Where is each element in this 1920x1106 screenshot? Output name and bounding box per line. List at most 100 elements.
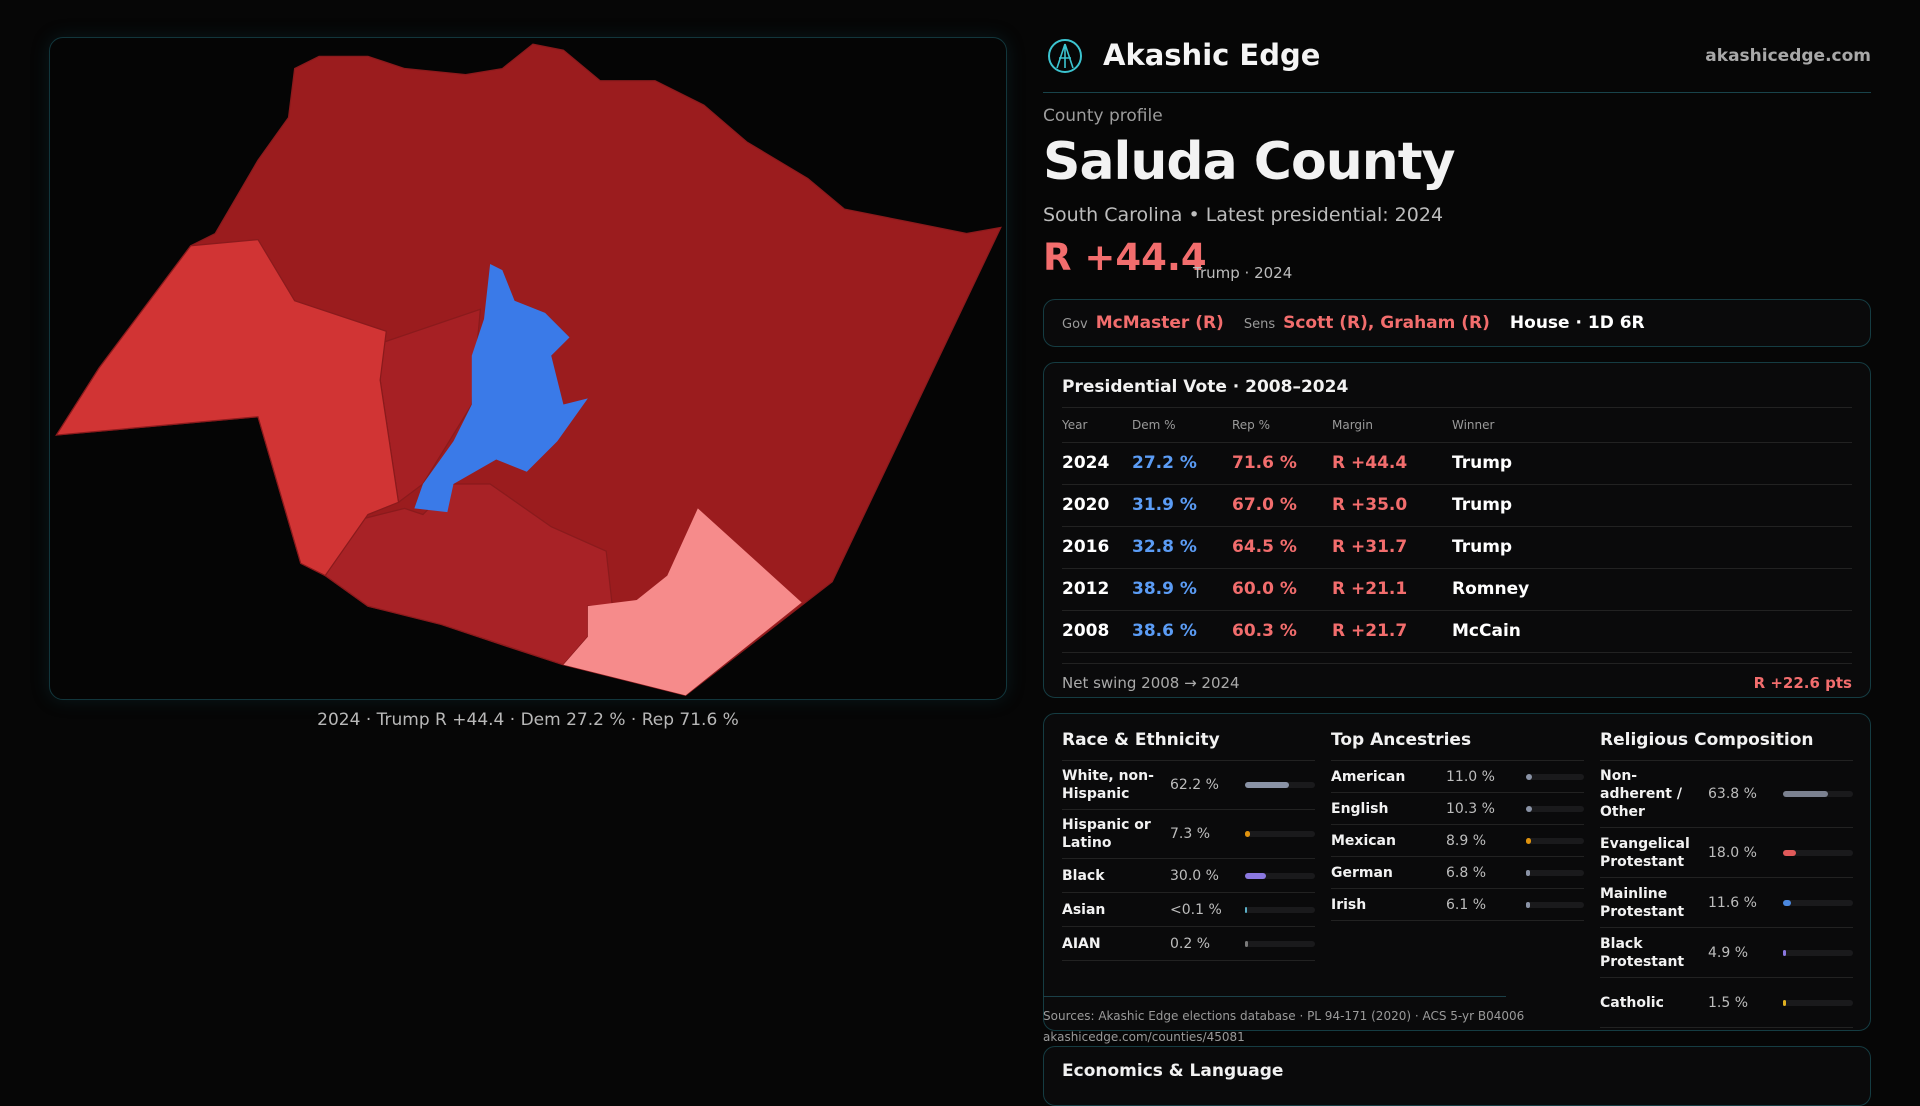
header-divider [1043,92,1871,93]
religion-column: Religious Composition Non-adherent / Othe… [1600,730,1853,1028]
page-subtitle: South Carolina • Latest presidential: 20… [1043,204,1444,226]
share-bar [1245,782,1315,788]
net-swing-label: Net swing 2008 → 2024 [1062,673,1240,692]
item-name: AIAN [1062,935,1101,952]
county-map-svg [55,43,1002,696]
share-bar-fill [1526,901,1530,908]
ancestry-title: Top Ancestries [1331,730,1584,761]
item-value: 8.9 % [1446,832,1487,849]
item-value: 10.3 % [1446,800,1495,817]
list-item: English 10.3 % [1331,793,1584,825]
akashic-logo-icon [1048,39,1082,73]
sources: Sources: Akashic Edge elections database… [1043,1006,1524,1048]
precinct-likely-r[interactable] [55,238,400,577]
share-bar [1245,872,1315,879]
table-cell: Trump [1452,526,1852,569]
item-name: American [1331,768,1406,785]
table-cell: 2016 [1062,526,1132,569]
share-bar-fill [1245,872,1266,879]
net-swing: Net swing 2008 → 2024 R +22.6 pts [1062,662,1852,692]
item-value: 1.5 % [1708,994,1749,1011]
share-bar [1783,899,1853,906]
economics-title: Economics & Language [1062,1061,1284,1081]
share-bar [1526,773,1584,780]
table-cell: 60.3 % [1232,610,1332,653]
item-name: Catholic [1600,994,1664,1011]
gov-label: Gov [1062,317,1088,332]
list-item: German 6.8 % [1331,857,1584,889]
table-cell: 38.9 % [1132,568,1232,611]
item-name: Mexican [1331,832,1396,849]
table-row: 2024 27.2 % 71.6 % R +44.4 Trump [1062,442,1852,485]
share-bar-fill [1526,805,1532,812]
sens-label: Sens [1243,317,1276,332]
share-bar [1783,949,1853,956]
item-value: 30.0 % [1170,867,1219,884]
list-item: Black 30.0 % [1062,859,1315,893]
table-cell: 32.8 % [1132,526,1232,569]
share-bar-fill [1526,869,1530,876]
item-name: White, non-Hispanic [1062,768,1154,802]
table-cell: R +44.4 [1332,442,1452,485]
table-cell: Trump [1452,484,1852,527]
officials-bar: Gov McMaster (R) Sens Scott (R), Graham … [1043,299,1871,347]
house-delegation: House · 1D 6R [1509,313,1645,333]
item-value: 11.0 % [1446,768,1495,785]
list-item: Black Protestant 4.9 % [1600,928,1853,978]
share-bar-fill [1526,837,1532,844]
table-cell: 38.6 % [1132,610,1232,653]
share-bar [1526,901,1584,908]
sources-divider [1043,996,1506,997]
table-cell: R +31.7 [1332,526,1452,569]
page-title: Saluda County [1043,132,1455,192]
list-item: AIAN 0.2 % [1062,927,1315,961]
share-bar-fill [1783,849,1796,856]
list-item: Non-adherent / Other 63.8 % [1600,761,1853,828]
item-value: 6.1 % [1446,896,1487,913]
share-bar-fill [1245,782,1289,788]
table-cell: 2012 [1062,568,1132,611]
item-value: 11.6 % [1708,894,1757,911]
column-header: Margin [1332,408,1452,443]
share-bar-fill [1526,773,1533,780]
ancestry-column: Top Ancestries American 11.0 % English 10.3 … [1331,730,1584,921]
precinct-dem[interactable] [414,264,588,513]
item-name: Evangelical Protestant [1600,835,1690,870]
county-map[interactable] [49,37,1007,700]
table-cell: 31.9 % [1132,484,1232,527]
item-name: Black [1062,867,1105,884]
senators: Scott (R), Graham (R) [1283,313,1490,333]
precinct-light-r[interactable] [563,508,802,696]
list-item: White, non-Hispanic 62.2 % [1062,761,1315,810]
table-cell: R +21.7 [1332,610,1452,653]
table-cell: 27.2 % [1132,442,1232,485]
precinct-lean-r[interactable] [324,483,613,666]
site-domain-link[interactable]: akashicedge.com [1705,46,1871,66]
table-row: 2016 32.8 % 64.5 % R +31.7 Trump [1062,526,1852,569]
table-cell: 71.6 % [1232,442,1332,485]
column-header: Dem % [1132,408,1232,443]
column-header: Winner [1452,408,1852,443]
table-cell: 64.5 % [1232,526,1332,569]
item-name: German [1331,864,1393,881]
share-bar-fill [1783,899,1792,906]
presidential-vote-card: Presidential Vote · 2008–2024 Year Dem % R… [1043,362,1871,698]
list-item: Hispanic or Latino 7.3 % [1062,810,1315,859]
religion-title: Religious Composition [1600,730,1853,761]
list-item: Asian <0.1 % [1062,893,1315,927]
sources-url-link[interactable]: akashicedge.com/counties/45081 [1043,1030,1245,1044]
table-row: 2008 38.6 % 60.3 % R +21.7 McCain [1062,610,1852,653]
share-bar-fill [1783,949,1787,956]
item-value: 7.3 % [1170,826,1211,842]
table-cell: McCain [1452,610,1852,653]
item-name: Irish [1331,896,1367,913]
item-name: English [1331,800,1389,817]
item-value: 18.0 % [1708,844,1757,861]
table-cell: R +21.1 [1332,568,1452,611]
race-column: Race & Ethnicity White, non-Hispanic 62.2 … [1062,730,1315,961]
list-item: Catholic 1.5 % [1600,978,1853,1028]
table-cell: Trump [1452,442,1852,485]
map-caption: 2024 · Trump R +44.4 · Dem 27.2 % · Rep … [317,710,739,730]
item-value: 4.9 % [1708,944,1749,961]
list-item: American 11.0 % [1331,761,1584,793]
